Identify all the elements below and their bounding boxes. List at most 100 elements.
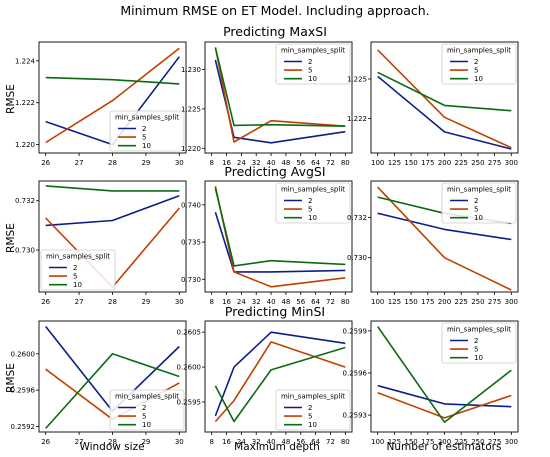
x-tick-label: 225 — [455, 159, 468, 167]
legend-box — [109, 110, 185, 152]
legend-label-2: 2 — [308, 58, 312, 66]
panel-r1-c3: 100 125 150 175 200 225 250 275 3001.2221.225min… — [347, 41, 519, 167]
x-tick-label: 26 — [41, 159, 50, 167]
x-tick-label: 200 — [438, 159, 451, 167]
series-line-2 — [377, 384, 512, 408]
x-tick-label: 28 — [108, 159, 117, 167]
x-axis-label-window-size: Window size — [79, 441, 144, 453]
x-tick-label: 250 — [471, 298, 484, 306]
x-tick-label: 56 — [296, 298, 305, 306]
x-tick-label: 40 — [267, 159, 276, 167]
x-tick-label: 24 — [237, 298, 246, 306]
series-line-10 — [45, 352, 180, 429]
panels: 26 27 28 29 301.2201.2221.224min_samples_spl… — [11, 41, 519, 446]
y-tick-label: 0.2600 — [11, 350, 36, 358]
y-tick-label: 1.230 — [181, 66, 201, 74]
x-tick-label: 8 — [209, 159, 213, 167]
legend-label-10: 10 — [308, 75, 317, 83]
x-tick-label: 29 — [141, 159, 150, 167]
legend-box — [275, 389, 351, 431]
y-tick-label: 0.730 — [15, 247, 35, 255]
y-tick-label: 1.222 — [347, 115, 367, 123]
x-tick-label: 275 — [488, 298, 501, 306]
x-tick-label: 30 — [175, 159, 184, 167]
legend-label-10: 10 — [142, 421, 151, 429]
plot-frame — [204, 41, 353, 154]
y-tick-label: 0.730 — [347, 254, 367, 262]
panel-r2-c2: 8 16 24 32 40 48 56 64 72 80 0.730 0.735 0.740 min_sa… — [181, 180, 353, 306]
legend-title: min_samples_split — [447, 47, 511, 55]
x-tick-label: 8 — [209, 438, 213, 446]
x-tick-label: 8 — [209, 298, 213, 306]
legend-label-2: 2 — [474, 337, 478, 345]
legend-box — [275, 43, 351, 85]
panel-r1-c1: 26 27 28 29 30 1.220 1.222 1.224 min_samples_spl… — [15, 41, 187, 167]
x-tick-label: 29 — [141, 438, 150, 446]
y-tick-label: 0.2595 — [177, 398, 202, 406]
plot-frame — [204, 180, 353, 293]
series-line-5 — [377, 186, 512, 291]
series-line-5 — [377, 391, 512, 419]
series-line-10 — [45, 76, 180, 85]
y-tick-label: 0.2596 — [343, 369, 368, 377]
y-tick-label: 0.2593 — [343, 412, 368, 420]
x-tick-label: 48 — [281, 298, 290, 306]
series-line-2 — [45, 195, 180, 227]
x-tick-label: 40 — [267, 298, 276, 306]
x-tick-label: 64 — [311, 159, 320, 167]
legend-label-2: 2 — [308, 404, 312, 412]
x-tick-label: 32 — [252, 438, 261, 446]
x-tick-label: 64 — [311, 298, 320, 306]
plot-frame — [204, 320, 353, 433]
series-line-10 — [214, 346, 346, 423]
y-tick-label: 1.220 — [15, 141, 35, 149]
legend-title: min_samples_split — [447, 186, 511, 194]
series-line-5 — [214, 341, 346, 423]
legend-label-10: 10 — [308, 421, 317, 429]
y-tick-label: 0.740 — [181, 201, 201, 209]
x-tick-label: 225 — [455, 438, 468, 446]
legend-label-5: 5 — [474, 346, 478, 354]
legend-label-2: 2 — [474, 197, 478, 205]
x-tick-label: 175 — [421, 438, 434, 446]
x-tick-label: 125 — [388, 298, 401, 306]
legend-label-5: 5 — [142, 413, 146, 421]
x-tick-label: 275 — [488, 159, 501, 167]
legend-label-2: 2 — [73, 264, 77, 272]
x-tick-label: 24 — [237, 159, 246, 167]
legend-label-5: 5 — [308, 413, 312, 421]
x-tick-label: 16 — [222, 298, 231, 306]
x-tick-label: 24 — [237, 438, 246, 446]
x-tick-label: 150 — [404, 159, 417, 167]
x-tick-label: 200 — [438, 438, 451, 446]
x-tick-label: 100 — [371, 298, 384, 306]
x-tick-label: 16 — [222, 438, 231, 446]
x-tick-label: 175 — [421, 298, 434, 306]
series-line-5 — [377, 49, 512, 149]
x-tick-label: 275 — [488, 438, 501, 446]
x-tick-label: 48 — [281, 438, 290, 446]
x-tick-label: 80 — [341, 159, 350, 167]
y-tick-label: 1.220 — [181, 145, 201, 153]
x-tick-label: 100 — [371, 438, 384, 446]
figure-title: Minimum RMSE on ET Model. Including appr… — [120, 3, 429, 18]
x-tick-label: 80 — [341, 298, 350, 306]
x-tick-label: 48 — [281, 159, 290, 167]
legend-label-10: 10 — [142, 142, 151, 150]
y-tick-label: 0.2599 — [343, 327, 368, 335]
x-tick-label: 30 — [175, 298, 184, 306]
y-tick-label: 0.2592 — [11, 423, 36, 431]
legend-label-5: 5 — [474, 67, 478, 75]
legend-label-10: 10 — [474, 75, 483, 83]
legend-label-5: 5 — [73, 273, 77, 281]
x-tick-label: 30 — [175, 438, 184, 446]
y-axis-label-row-2: RMSE — [5, 223, 17, 253]
legend-title: min_samples_split — [115, 393, 179, 401]
series-line-10 — [45, 185, 180, 192]
x-tick-label: 72 — [326, 159, 335, 167]
